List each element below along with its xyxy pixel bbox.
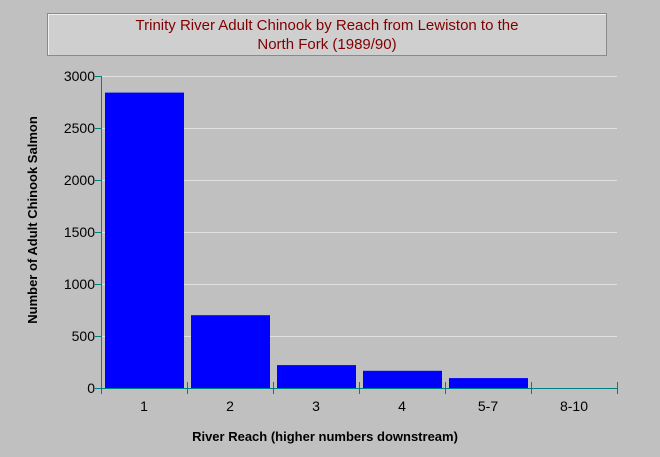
x-tick-label: 1 [140, 398, 148, 414]
y-tick-label: 3000 [64, 68, 95, 84]
axes [95, 76, 618, 394]
x-tick-label: 5-7 [478, 398, 498, 414]
bar-5-7 [449, 378, 528, 388]
bar-4 [363, 370, 442, 388]
plot-area [101, 65, 617, 388]
gridlines [101, 76, 617, 337]
y-tick-label: 0 [87, 380, 95, 396]
x-tick-label: 8-10 [560, 398, 588, 414]
tick-labels: 0 500 1000 1500 2000 2500 3000 1 2 3 4 5-7 8-10 [64, 68, 588, 414]
bar-1 [105, 92, 184, 388]
x-tick-label: 3 [312, 398, 320, 414]
y-tick-label: 2500 [64, 120, 95, 136]
x-tick-label: 4 [398, 398, 406, 414]
y-axis-title: Number of Adult Chinook Salmon [25, 116, 40, 324]
chart-title-line-2: North Fork (1989/90) [257, 36, 397, 53]
y-tick-label: 2000 [64, 172, 95, 188]
x-axis-title: River Reach (higher numbers downstream) [192, 429, 458, 444]
chart-title-line-1: Trinity River Adult Chinook by Reach fro… [135, 17, 519, 34]
y-tick-label: 1500 [64, 224, 95, 240]
bar-3 [277, 365, 356, 388]
y-tick-label: 500 [72, 328, 96, 344]
x-tick-label: 2 [226, 398, 234, 414]
bar-2 [191, 315, 270, 388]
y-tick-label: 1000 [64, 276, 95, 292]
chart-title: Trinity River Adult Chinook by Reach fro… [47, 13, 607, 56]
bars [105, 92, 528, 388]
